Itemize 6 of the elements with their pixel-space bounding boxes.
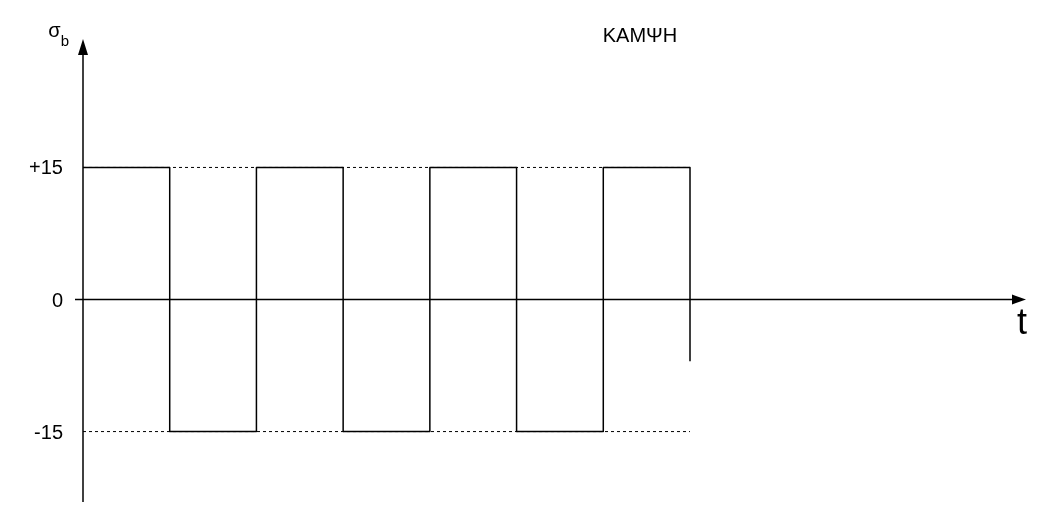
- text: t: [1016, 300, 1028, 342]
- y-tick-label: 0: [51, 288, 63, 311]
- chart-title: ΚΑΜΨΗ: [602, 24, 678, 46]
- y-axis-title: σ$_{b}$: [48, 19, 69, 49]
- y-tick-label: +15: [29, 156, 63, 179]
- y-tick-label: -15: [34, 420, 63, 443]
